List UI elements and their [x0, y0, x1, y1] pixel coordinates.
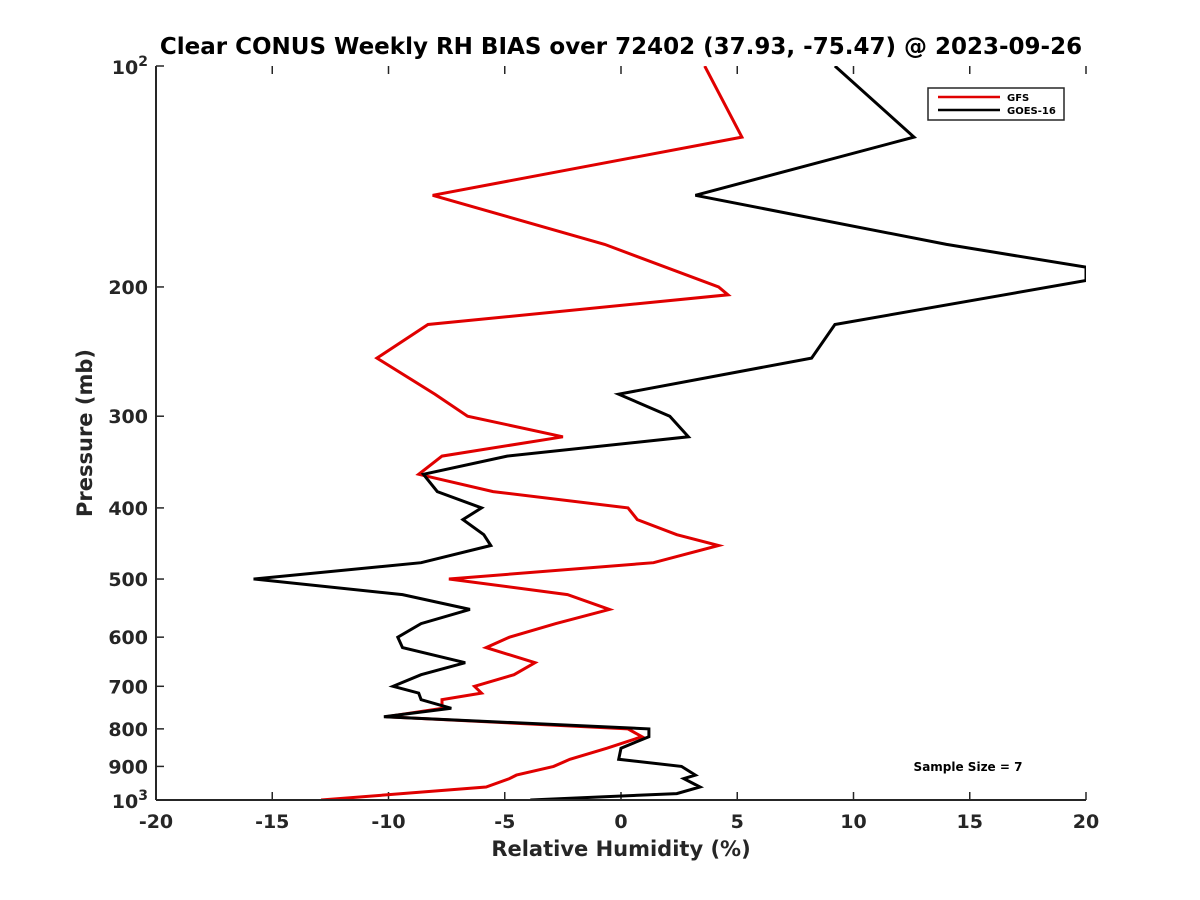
- x-tick-label: 0: [614, 811, 627, 833]
- y-tick-label: 600: [108, 627, 148, 649]
- y-tick-label: 500: [108, 569, 148, 591]
- legend-box: [927, 87, 1065, 121]
- y-tick-label: 400: [108, 498, 148, 520]
- x-tick-label: -10: [371, 811, 405, 833]
- x-tick-label: 10: [840, 811, 866, 833]
- series-line-gfs: [320, 66, 745, 800]
- chart-title: Clear CONUS Weekly RH BIAS over 72402 (3…: [160, 34, 1082, 60]
- legend-label-gfs: GFS: [1007, 93, 1029, 104]
- legend: GFS GOES-16: [927, 87, 1065, 121]
- sample-size-annotation: Sample Size = 7: [914, 760, 1023, 774]
- y-tick-label: 800: [108, 719, 148, 741]
- x-tick-label: -20: [139, 811, 173, 833]
- x-tick-label: -15: [255, 811, 289, 833]
- y-tick-label-power: 103: [112, 788, 148, 813]
- y-tick-label: 200: [108, 277, 148, 299]
- y-tick-label-power: 102: [112, 54, 148, 79]
- legend-label-goes16: GOES-16: [1007, 106, 1056, 117]
- y-axis-label: Pressure (mb): [73, 349, 97, 517]
- series-line-goes16: [253, 66, 1086, 800]
- x-tick-label: -5: [494, 811, 515, 833]
- y-tick-label: 300: [108, 406, 148, 428]
- y-tick-label: 700: [108, 676, 148, 698]
- x-tick-label: 5: [731, 811, 744, 833]
- y-tick-label: 900: [108, 756, 148, 778]
- x-axis-label: Relative Humidity (%): [491, 837, 750, 861]
- x-tick-label: 20: [1073, 811, 1099, 833]
- x-tick-label: 15: [957, 811, 983, 833]
